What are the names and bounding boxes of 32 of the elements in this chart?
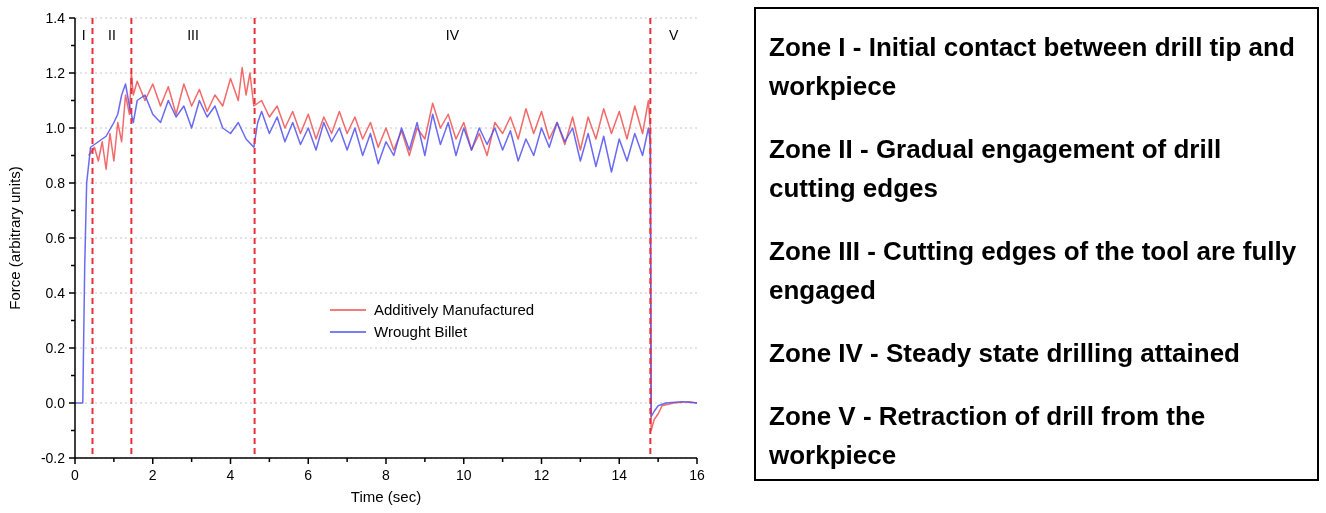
text: Zone I - Initial contact between drill tip and workpiece — [768, 32, 1295, 101]
x-tick-label: 0 — [71, 467, 80, 483]
y-tick-label: 0.0 — [45, 394, 66, 411]
annotation: III — [187, 26, 199, 43]
x-tick-label: 4 — [226, 467, 235, 483]
y-tick-label: 1.4 — [45, 9, 66, 26]
y-tick-label: -0.2 — [40, 449, 66, 466]
x-tick-label: 6 — [304, 467, 313, 483]
y-tick-label: 0.2 — [45, 339, 66, 356]
x-tick-label: 12 — [533, 467, 550, 483]
text: Zone II - Gradual engagement of drill cutting edges — [769, 134, 1222, 203]
text: Zone IV - Steady state drilling attained — [769, 338, 1240, 368]
y-tick-label: 0.6 — [45, 229, 66, 246]
x-tick-label: 14 — [611, 467, 628, 483]
legend-label: Wrought Billet — [374, 323, 468, 341]
y-tick-label: 1.2 — [45, 64, 66, 81]
y-tick-label: 0.8 — [45, 174, 66, 191]
y-tick-label: 1.0 — [45, 119, 66, 136]
annotation: II — [108, 26, 116, 43]
annotation: I — [81, 26, 86, 43]
y-tick-label: 0.4 — [45, 284, 66, 301]
x-tick-label: 16 — [689, 467, 705, 483]
x-axis-title: Time (sec) — [350, 488, 422, 505]
x-tick-label: 8 — [382, 467, 391, 483]
text: Zone III - Cutting edges of the tool are fully engaged — [769, 236, 1297, 305]
text: Zone V - Retraction of drill from the workpiece — [768, 401, 1206, 470]
y-axis-title: Force (arbitrary units) — [6, 166, 23, 310]
annotation: IV — [445, 26, 460, 43]
legend-label: Additively Manufactured — [374, 301, 535, 319]
x-tick-label: 2 — [148, 467, 157, 483]
x-tick-label: 10 — [455, 467, 472, 483]
annotation: V — [669, 26, 679, 43]
